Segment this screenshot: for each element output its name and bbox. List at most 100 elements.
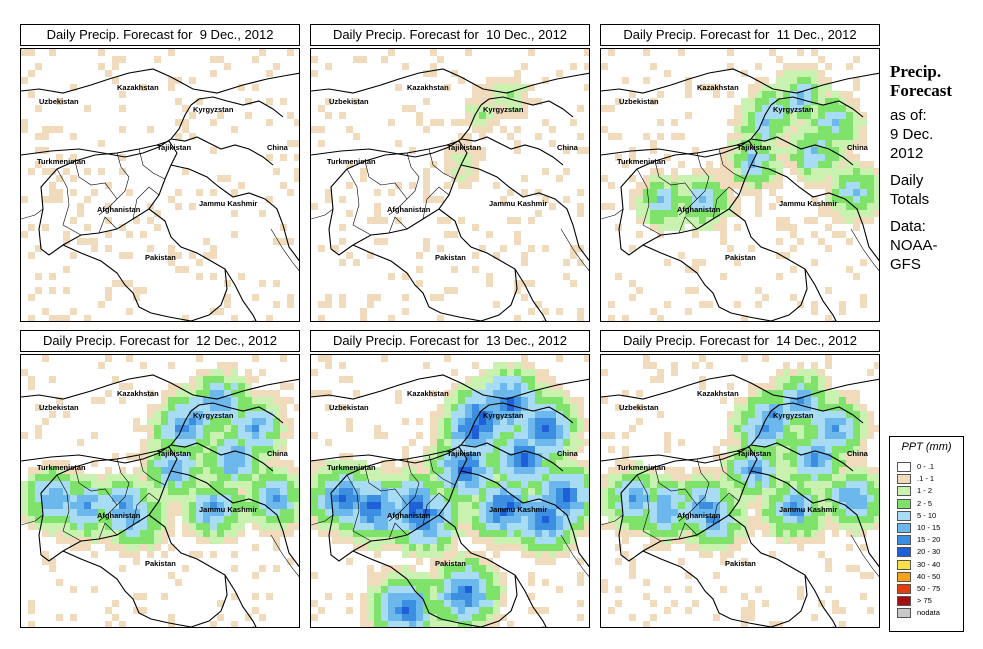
- precip-cell: [528, 481, 535, 488]
- precip-cell: [671, 175, 678, 182]
- precip-cell: [832, 147, 839, 154]
- precip-cell: [713, 481, 720, 488]
- precip-cell: [556, 530, 563, 537]
- precip-cell: [360, 502, 367, 509]
- precip-cell: [563, 481, 570, 488]
- precip-cell: [818, 210, 825, 217]
- precip-cell: [734, 516, 741, 523]
- precip-cell: [797, 362, 804, 369]
- precip-cell: [657, 376, 664, 383]
- precip-cell: [521, 425, 528, 432]
- precip-cell: [56, 189, 63, 196]
- precip-cell: [98, 509, 105, 516]
- precip-cell: [706, 182, 713, 189]
- precip-cell: [542, 523, 549, 530]
- precip-cell: [203, 516, 210, 523]
- precip-cell: [500, 600, 507, 607]
- precip-cell: [119, 621, 126, 627]
- country-border: [170, 470, 299, 568]
- precip-cell: [741, 147, 748, 154]
- precip-cell: [423, 70, 430, 77]
- precip-cell: [451, 418, 458, 425]
- precip-cell: [818, 411, 825, 418]
- precip-cell: [500, 474, 507, 481]
- precip-cell: [629, 203, 636, 210]
- precip-cell: [486, 558, 493, 565]
- precip-cell: [713, 474, 720, 481]
- precip-cell: [486, 404, 493, 411]
- precip-cell: [825, 63, 832, 70]
- precip-cell: [161, 460, 168, 467]
- precip-cell: [231, 425, 238, 432]
- map-canvas: [21, 49, 299, 321]
- precip-cell: [601, 432, 608, 439]
- precip-cell: [409, 572, 416, 579]
- precip-cell: [154, 502, 161, 509]
- precip-cell: [231, 411, 238, 418]
- precip-cell: [769, 404, 776, 411]
- precip-cell: [671, 168, 678, 175]
- precip-cell: [514, 126, 521, 133]
- precip-cell: [657, 516, 664, 523]
- precip-cell: [416, 593, 423, 600]
- precip-cell: [280, 425, 287, 432]
- precip-cell: [147, 425, 154, 432]
- precip-cell: [748, 453, 755, 460]
- precip-cell: [762, 175, 769, 182]
- precip-cell: [622, 530, 629, 537]
- precip-cell: [521, 474, 528, 481]
- precip-cell: [657, 224, 664, 231]
- precip-cell: [622, 509, 629, 516]
- precip-cell: [465, 397, 472, 404]
- precip-cell: [563, 551, 570, 558]
- precip-cell: [91, 530, 98, 537]
- precip-cell: [811, 530, 818, 537]
- precip-cell: [126, 551, 133, 558]
- map-label-tajikistan: Tajikistan: [157, 143, 192, 152]
- precip-cell: [189, 203, 196, 210]
- precip-cell: [825, 453, 832, 460]
- legend-swatch: [897, 523, 911, 533]
- precip-cell: [818, 418, 825, 425]
- precip-cell: [727, 481, 734, 488]
- precip-cell: [874, 474, 879, 481]
- precip-cell: [444, 565, 451, 572]
- precip-cell: [287, 460, 294, 467]
- precip-cell: [189, 495, 196, 502]
- map-label-china: China: [267, 143, 288, 152]
- precip-cell: [472, 91, 479, 98]
- precip-cell: [210, 481, 217, 488]
- precip-cell: [245, 397, 252, 404]
- precip-cell: [846, 397, 853, 404]
- precip-cell: [790, 411, 797, 418]
- precip-cell: [402, 537, 409, 544]
- precip-cell: [325, 294, 332, 301]
- precip-cell: [755, 467, 762, 474]
- precip-cell: [465, 446, 472, 453]
- precip-cell: [287, 238, 294, 245]
- precip-cell: [444, 390, 451, 397]
- precip-cell: [430, 474, 437, 481]
- precip-cell: [664, 523, 671, 530]
- precip-cell: [479, 112, 486, 119]
- precip-cell: [664, 502, 671, 509]
- precip-cell: [762, 439, 769, 446]
- precip-cell: [832, 418, 839, 425]
- precip-cell: [818, 502, 825, 509]
- precip-cell: [860, 133, 867, 140]
- precip-cell: [748, 439, 755, 446]
- precip-cell: [486, 523, 493, 530]
- precip-cell: [797, 481, 804, 488]
- map-label-tajikistan: Tajikistan: [157, 449, 192, 458]
- precip-cell: [629, 460, 636, 467]
- precip-cell: [217, 308, 224, 315]
- precip-cell: [818, 91, 825, 98]
- precip-cell: [346, 460, 353, 467]
- precip-cell: [287, 49, 294, 56]
- precip-cell: [430, 467, 437, 474]
- precip-cell: [196, 460, 203, 467]
- precip-cell: [161, 467, 168, 474]
- precip-cell: [49, 523, 56, 530]
- country-border: [62, 550, 228, 627]
- precip-cell: [755, 147, 762, 154]
